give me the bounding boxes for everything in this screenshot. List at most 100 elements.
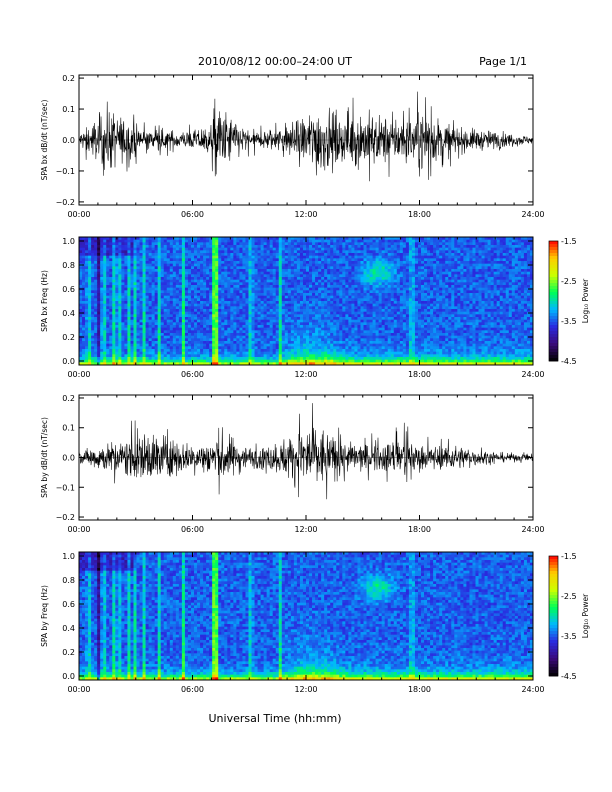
heatmap-cell — [151, 357, 156, 361]
heatmap-cell — [266, 269, 271, 273]
heatmap-cell — [194, 290, 198, 294]
heatmap-cell — [124, 239, 128, 243]
heatmap-cell — [127, 258, 131, 262]
heatmap-cell — [145, 354, 150, 358]
heatmap-cell — [245, 322, 249, 326]
heatmap-cell — [203, 293, 207, 297]
heatmap-cell — [251, 317, 255, 321]
heatmap-cell — [200, 322, 204, 326]
heatmap-cell — [88, 333, 92, 337]
heatmap-cell — [130, 255, 134, 259]
heatmap-cell — [215, 330, 219, 334]
heatmap-cell — [115, 282, 119, 286]
heatmap-cell — [381, 266, 386, 270]
heatmap-cell — [342, 287, 346, 291]
heatmap-cell — [336, 317, 340, 321]
heatmap-cell — [375, 279, 380, 283]
heatmap-cell — [315, 341, 319, 345]
heatmap-cell — [354, 245, 358, 249]
heatmap-cell — [309, 319, 313, 323]
heatmap-cell — [148, 317, 153, 321]
heatmap-cell — [79, 247, 83, 251]
heatmap-cell — [178, 290, 183, 294]
heatmap-cell — [381, 271, 386, 275]
heatmap-cell — [197, 314, 201, 318]
heatmap-cell — [251, 271, 255, 275]
heatmap-cell — [145, 317, 150, 321]
heatmap-cell — [233, 287, 237, 291]
heatmap-cell — [94, 338, 98, 342]
heatmap-cell — [287, 311, 292, 315]
heatmap-cell — [166, 359, 171, 363]
heatmap-cell — [181, 338, 186, 342]
heatmap-cell — [181, 354, 186, 358]
heatmap-cell — [299, 290, 304, 294]
heatmap-cell — [160, 359, 165, 363]
heatmap-cell — [330, 274, 334, 278]
heatmap-cell — [254, 357, 258, 361]
heatmap-cell — [309, 322, 313, 326]
heatmap-cell — [88, 357, 92, 361]
heatmap-cell — [163, 333, 168, 337]
heatmap-cell — [342, 263, 346, 267]
heatmap-cell — [85, 293, 89, 297]
heatmap-cell — [309, 343, 313, 347]
heatmap-cell — [363, 290, 367, 294]
heatmap-cell — [215, 290, 219, 294]
heatmap-cell — [318, 290, 322, 294]
heatmap-cell — [236, 303, 240, 307]
heatmap-cell — [157, 306, 162, 310]
heatmap-cell — [321, 255, 325, 259]
heatmap-cell — [284, 314, 289, 318]
heatmap-cell — [157, 351, 162, 355]
heatmap-cell — [169, 311, 174, 315]
heatmap-cell — [88, 287, 92, 291]
heatmap-cell — [212, 362, 216, 366]
heatmap-cell — [342, 317, 346, 321]
heatmap-cell — [85, 338, 89, 342]
heatmap-cell — [336, 242, 340, 246]
heatmap-cell — [200, 255, 204, 259]
heatmap-cell — [124, 306, 128, 310]
heatmap-cell — [148, 271, 153, 275]
heatmap-cell — [178, 279, 183, 283]
heatmap-cell — [321, 357, 325, 361]
heatmap-cell — [324, 319, 328, 323]
heatmap-cell — [302, 245, 307, 249]
heatmap-cell — [224, 298, 228, 302]
heatmap-cell — [133, 349, 137, 353]
heatmap-cell — [194, 282, 198, 286]
heatmap-cell — [366, 306, 370, 310]
heatmap-cell — [133, 237, 137, 241]
heatmap-cell — [187, 346, 192, 350]
heatmap-cell — [209, 359, 213, 363]
heatmap-cell — [339, 245, 343, 249]
heatmap-cell — [245, 239, 249, 243]
heatmap-cell — [227, 327, 231, 331]
heatmap-cell — [157, 359, 162, 363]
heatmap-cell — [190, 309, 195, 313]
heatmap-cell — [221, 311, 225, 315]
heatmap-cell — [209, 325, 213, 329]
heatmap-cell — [106, 245, 110, 249]
heatmap-cell — [354, 282, 358, 286]
heatmap-cell — [121, 277, 125, 281]
heatmap-cell — [369, 266, 373, 270]
heatmap-cell — [263, 301, 268, 305]
heatmap-cell — [142, 341, 146, 345]
heatmap-cell — [184, 247, 189, 251]
heatmap-cell — [178, 325, 183, 329]
heatmap-cell — [254, 274, 258, 278]
heatmap-cell — [175, 338, 180, 342]
heatmap-cell — [157, 239, 162, 243]
heatmap-cell — [97, 319, 101, 323]
heatmap-cell — [190, 354, 195, 358]
heatmap-cell — [166, 247, 171, 251]
heatmap-cell — [194, 362, 198, 366]
heatmap-cell — [269, 250, 274, 254]
heatmap-cell — [209, 303, 213, 307]
heatmap-cell — [342, 349, 346, 353]
heatmap-cell — [372, 338, 377, 342]
heatmap-cell — [354, 303, 358, 307]
heatmap-cell — [354, 341, 358, 345]
